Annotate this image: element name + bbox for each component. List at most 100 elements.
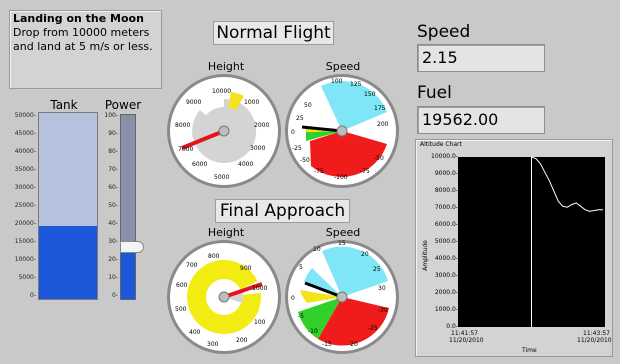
speed-value-display: 2.15 bbox=[417, 44, 545, 72]
fa-speed-tick: -30 bbox=[378, 307, 388, 314]
instructions-title: Landing on the Moon bbox=[13, 12, 144, 25]
power-tick: 30- bbox=[108, 238, 118, 245]
nf-height-tick: 7000 bbox=[178, 146, 193, 153]
fa-height-label: Height bbox=[207, 226, 245, 239]
fuel-label: Fuel bbox=[417, 83, 452, 103]
nf-height-tick: 6000 bbox=[192, 161, 207, 168]
chart-y-tick: 8000.0- bbox=[434, 187, 458, 194]
fa-height-tick: 700 bbox=[186, 262, 198, 269]
nf-height-gauge: 10000 1000 2000 3000 4000 5000 6000 7000… bbox=[167, 74, 281, 188]
instructions-line1: Drop from 10000 meters bbox=[13, 26, 150, 39]
power-slider-handle[interactable] bbox=[120, 241, 144, 254]
instructions-line2: and land at 5 m/s or less. bbox=[13, 40, 153, 53]
chart-y-tick: 6000.0- bbox=[434, 221, 458, 228]
tank-scale: 50000- 45000- 40000- 35000- 30000- 25000- 2000… bbox=[6, 112, 36, 302]
nf-height-tick: 4000 bbox=[238, 161, 253, 168]
power-tick: 20- bbox=[108, 256, 118, 263]
fa-height-tick: 800 bbox=[208, 253, 220, 260]
altitude-plot-area[interactable] bbox=[458, 157, 605, 327]
final-approach-title: Final Approach bbox=[215, 199, 350, 223]
fa-speed-tick: 20 bbox=[361, 251, 369, 258]
tank-tick: 50000- bbox=[14, 112, 36, 119]
power-tick: 90- bbox=[108, 130, 118, 137]
nf-speed-tick: -25 bbox=[292, 145, 302, 152]
nf-height-needle bbox=[181, 129, 225, 150]
power-scale: 100- 90- 80- 70- 60- 50- 40- 30- 20- 10- 0- bbox=[98, 112, 118, 302]
power-label: Power bbox=[104, 98, 142, 112]
nf-speed-tick: -50 bbox=[300, 157, 310, 164]
nf-speed-tick: -100 bbox=[334, 174, 348, 181]
nf-speed-tick: 100 bbox=[331, 78, 343, 85]
nf-speed-needle bbox=[301, 125, 343, 133]
nf-height-tick: 1000 bbox=[244, 99, 259, 106]
fa-speed-tick: 0 bbox=[291, 295, 295, 302]
fa-speed-tick: -10 bbox=[308, 328, 318, 335]
nf-height-tick: 3000 bbox=[250, 145, 265, 152]
tank-tick: 0- bbox=[30, 292, 36, 299]
fa-speed-tick: -15 bbox=[322, 341, 332, 348]
chart-x-tick-end-time: 11:43:57 bbox=[583, 330, 610, 337]
chart-y-tick: 2000.0- bbox=[434, 289, 458, 296]
nf-height-tick: 5000 bbox=[214, 174, 229, 181]
nf-speed-tick: 150 bbox=[364, 91, 376, 98]
tank-tick: 25000- bbox=[14, 202, 36, 209]
nf-speed-tick: 175 bbox=[374, 105, 386, 112]
nf-speed-gauge: 100 125 150 175 200 50 25 0 -25 -50 -75 … bbox=[285, 74, 399, 188]
chart-ylabel: Amplitude bbox=[421, 240, 429, 271]
tank-fill bbox=[39, 226, 97, 299]
nf-speed-tick: 25 bbox=[296, 115, 304, 122]
fa-speed-tick: -20 bbox=[348, 341, 358, 348]
nf-height-label: Height bbox=[207, 60, 245, 73]
power-tick: 50- bbox=[108, 202, 118, 209]
altitude-series-line bbox=[531, 157, 603, 212]
fa-speed-gauge: 10 15 20 25 30 5 0 -5 -10 -15 -20 -25 -3… bbox=[285, 240, 399, 354]
instructions-panel: Landing on the Moon Drop from 10000 mete… bbox=[9, 10, 162, 89]
chart-y-tick: 1000.0- bbox=[434, 306, 458, 313]
nf-speed-tick: -75 bbox=[360, 168, 370, 175]
fa-height-tick: 500 bbox=[175, 306, 187, 313]
nf-speed-tick: -50 bbox=[374, 155, 384, 162]
fa-speed-needle bbox=[304, 281, 343, 299]
power-tick: 70- bbox=[108, 166, 118, 173]
nf-speed-tick: 200 bbox=[377, 121, 389, 128]
tank-label: Tank bbox=[50, 98, 78, 112]
speed-label: Speed bbox=[417, 22, 471, 42]
fa-speed-tick: -5 bbox=[298, 313, 304, 320]
chart-x-tick-end-date: 11/20/2010 bbox=[577, 337, 612, 344]
nf-speed-tick: -75 bbox=[314, 168, 324, 175]
power-slider-track[interactable] bbox=[120, 114, 136, 300]
fa-speed-tick: 25 bbox=[373, 266, 381, 273]
chart-y-tick: 9000.0- bbox=[434, 170, 458, 177]
chart-y-tick: 0.0- bbox=[446, 323, 458, 330]
power-tick: 40- bbox=[108, 220, 118, 227]
fa-speed-tick: 30 bbox=[378, 285, 386, 292]
chart-title: Altitude Chart bbox=[420, 141, 462, 148]
fa-height-tick: 400 bbox=[189, 329, 201, 336]
power-tick: 80- bbox=[108, 148, 118, 155]
chart-y-tick: 3000.0- bbox=[434, 272, 458, 279]
tank-tick: 5000- bbox=[18, 274, 36, 281]
nf-speed-tick: 0 bbox=[291, 129, 295, 136]
nf-height-tick: 8000 bbox=[175, 122, 190, 129]
fa-speed-tick: -25 bbox=[368, 325, 378, 332]
nf-height-tick: 9000 bbox=[186, 99, 201, 106]
tank-tick: 45000- bbox=[14, 130, 36, 137]
fa-height-tick: 1000 bbox=[252, 285, 267, 292]
nf-speed-tick: 125 bbox=[350, 81, 362, 88]
power-tick: 10- bbox=[108, 274, 118, 281]
fa-height-gauge: 800 900 1000 100 200 300 400 500 600 700 bbox=[167, 240, 281, 354]
altitude-chart-panel: Altitude Chart Amplitude Time 10000.0- 90… bbox=[415, 139, 613, 357]
nf-height-tick: 10000 bbox=[212, 88, 231, 95]
fa-speed-tick: 10 bbox=[313, 246, 321, 253]
fa-height-tick: 300 bbox=[207, 341, 219, 348]
chart-xlabel: Time bbox=[522, 347, 537, 354]
nf-height-tick: 2000 bbox=[254, 122, 269, 129]
nf-speed-label: Speed bbox=[325, 60, 361, 73]
tank-tick: 35000- bbox=[14, 166, 36, 173]
nf-speed-tick: 50 bbox=[304, 102, 312, 109]
fa-height-tick: 200 bbox=[236, 337, 248, 344]
chart-x-tick-start-date: 11/20/2010 bbox=[449, 337, 484, 344]
tank-tick: 20000- bbox=[14, 220, 36, 227]
fa-speed-label: Speed bbox=[325, 226, 361, 239]
